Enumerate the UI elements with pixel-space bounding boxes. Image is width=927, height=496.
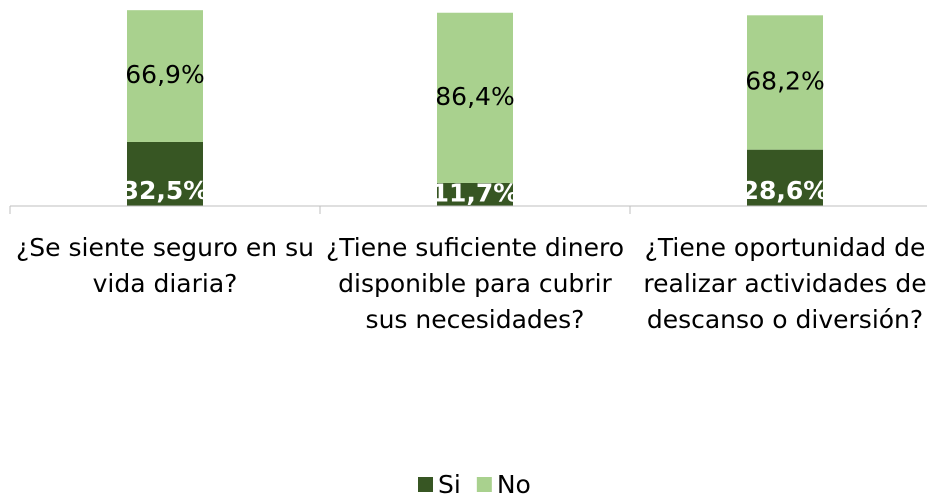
bar-segment	[747, 149, 823, 206]
legend-label: Si	[438, 470, 461, 496]
legend-label: No	[497, 470, 531, 496]
bar-segment	[127, 10, 203, 142]
bar-segment	[437, 12, 513, 183]
bar-segment	[747, 15, 823, 150]
legend-swatch	[418, 477, 433, 492]
bar-segment	[127, 141, 203, 206]
data-label: 32,5%	[122, 176, 209, 205]
x-tick-label: ¿Se siente seguro en su vida diaria?	[16, 233, 314, 298]
data-label: 66,9%	[125, 60, 204, 89]
plot-area: 32,5% 66,9% 11,7% 86,4% 28,6% 68,2%	[122, 10, 829, 207]
x-tick-label: ¿Tiene oportunidad de realizar actividad…	[643, 233, 927, 334]
legend-swatch	[476, 477, 492, 492]
bar-segment	[437, 182, 513, 206]
data-label: 86,4%	[435, 82, 514, 111]
data-label: 68,2%	[745, 66, 824, 95]
x-tick-label: ¿Tiene suficiente dinero disponible para…	[326, 233, 624, 334]
data-label: 28,6%	[742, 176, 829, 205]
data-label: 11,7%	[432, 178, 519, 207]
